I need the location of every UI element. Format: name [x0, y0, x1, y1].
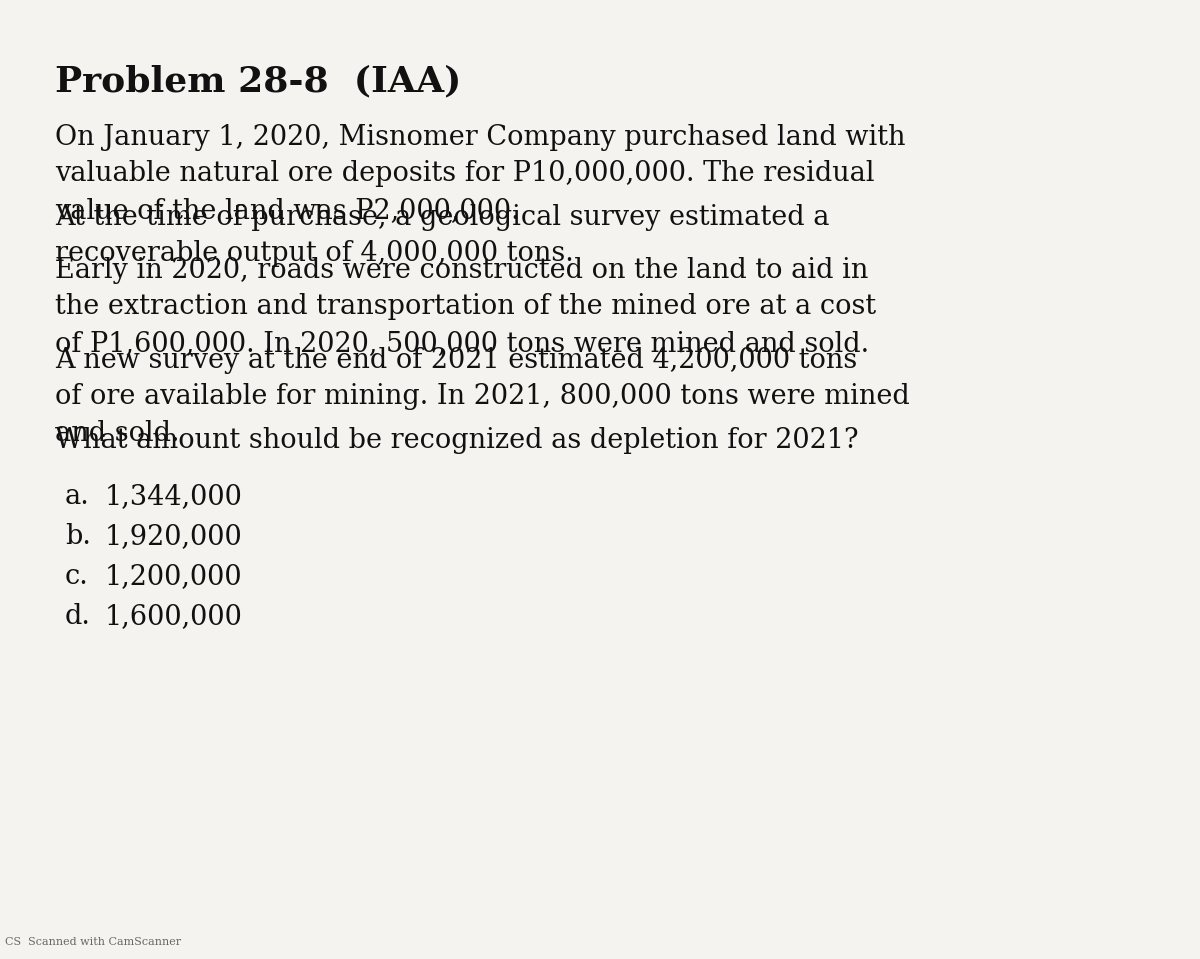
- Text: Problem 28-8  (IAA): Problem 28-8 (IAA): [55, 64, 461, 98]
- Text: At the time of purchase, a geological survey estimated a
recoverable output of 4: At the time of purchase, a geological su…: [55, 204, 829, 268]
- Text: b.: b.: [65, 523, 91, 550]
- Text: 1,344,000: 1,344,000: [106, 483, 242, 510]
- Text: 1,920,000: 1,920,000: [106, 523, 242, 550]
- Text: CS  Scanned with CamScanner: CS Scanned with CamScanner: [5, 937, 181, 947]
- Text: What amount should be recognized as depletion for 2021?: What amount should be recognized as depl…: [55, 427, 859, 454]
- Text: A new survey at the end of 2021 estimated 4,200,000 tons
of ore available for mi: A new survey at the end of 2021 estimate…: [55, 347, 910, 447]
- Text: On January 1, 2020, Misnomer Company purchased land with
valuable natural ore de: On January 1, 2020, Misnomer Company pur…: [55, 124, 906, 223]
- Text: c.: c.: [65, 563, 89, 590]
- Text: Early in 2020, roads were constructed on the land to aid in
the extraction and t: Early in 2020, roads were constructed on…: [55, 257, 876, 357]
- Text: 1,200,000: 1,200,000: [106, 563, 242, 590]
- Text: d.: d.: [65, 603, 91, 630]
- Text: 1,600,000: 1,600,000: [106, 603, 242, 630]
- Text: a.: a.: [65, 483, 90, 510]
